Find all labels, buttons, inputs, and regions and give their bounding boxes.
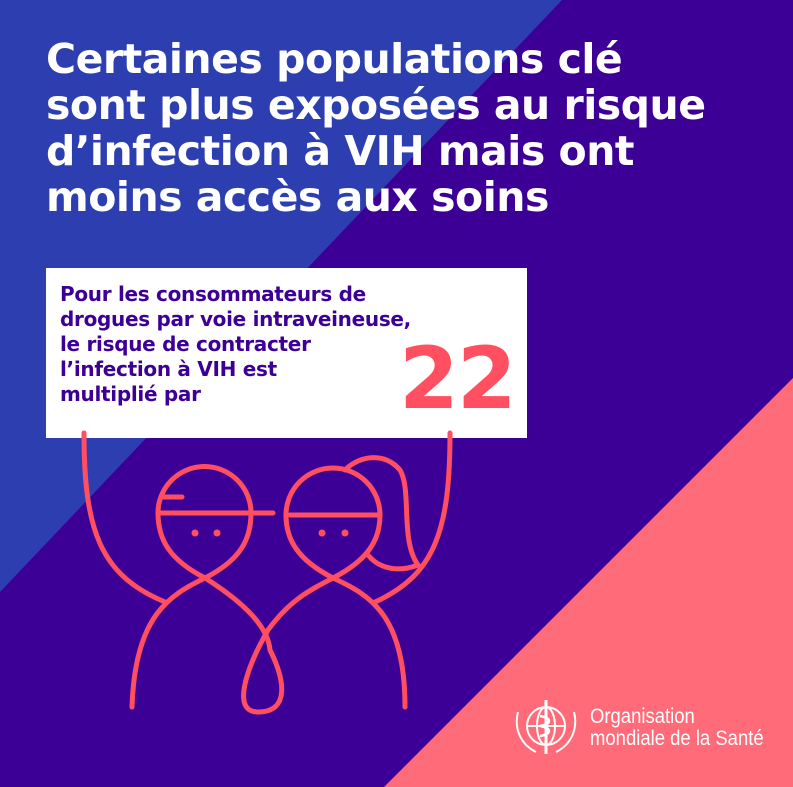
left-arm bbox=[81, 430, 168, 605]
statistic-card: Pour les consommateurs de drogues par vo… bbox=[46, 268, 527, 438]
headline-line: sont plus exposées au risque bbox=[46, 81, 706, 129]
right-body bbox=[330, 575, 408, 710]
headline-line: moins accès aux soins bbox=[46, 173, 549, 221]
statistic-line: le risque de contracter bbox=[60, 332, 311, 356]
ponytail bbox=[342, 455, 422, 572]
statistic-line: multiplié par bbox=[60, 382, 201, 406]
left-body bbox=[129, 575, 208, 710]
who-emblem-icon bbox=[515, 700, 577, 754]
headline-line: Certaines populations clé bbox=[46, 35, 623, 83]
who-logo: Organisation mondiale de la Santé bbox=[510, 694, 787, 762]
eye bbox=[191, 529, 199, 537]
who-name: Organisation mondiale de la Santé bbox=[590, 706, 764, 750]
headline-line: d’infection à VIH mais ont bbox=[46, 127, 635, 175]
eye bbox=[341, 529, 349, 537]
headline: Certaines populations clé sont plus expo… bbox=[46, 36, 786, 220]
statistic-line: Pour les consommateurs de bbox=[60, 282, 366, 306]
who-name-line: mondiale de la Santé bbox=[590, 727, 764, 750]
center-loop bbox=[202, 575, 336, 715]
eye bbox=[318, 529, 326, 537]
who-name-line: Organisation bbox=[590, 705, 695, 728]
left-head bbox=[155, 464, 254, 581]
statistic-line: drogues par voie intraveineuse, bbox=[60, 307, 411, 331]
eye bbox=[213, 529, 221, 537]
statistic-number: 22 bbox=[399, 329, 517, 429]
eyes bbox=[191, 529, 349, 537]
statistic-text: Pour les consommateurs de drogues par vo… bbox=[60, 282, 411, 407]
right-arm bbox=[372, 430, 453, 605]
statistic-line: l’infection à VIH est bbox=[60, 357, 277, 381]
right-head bbox=[283, 465, 383, 581]
